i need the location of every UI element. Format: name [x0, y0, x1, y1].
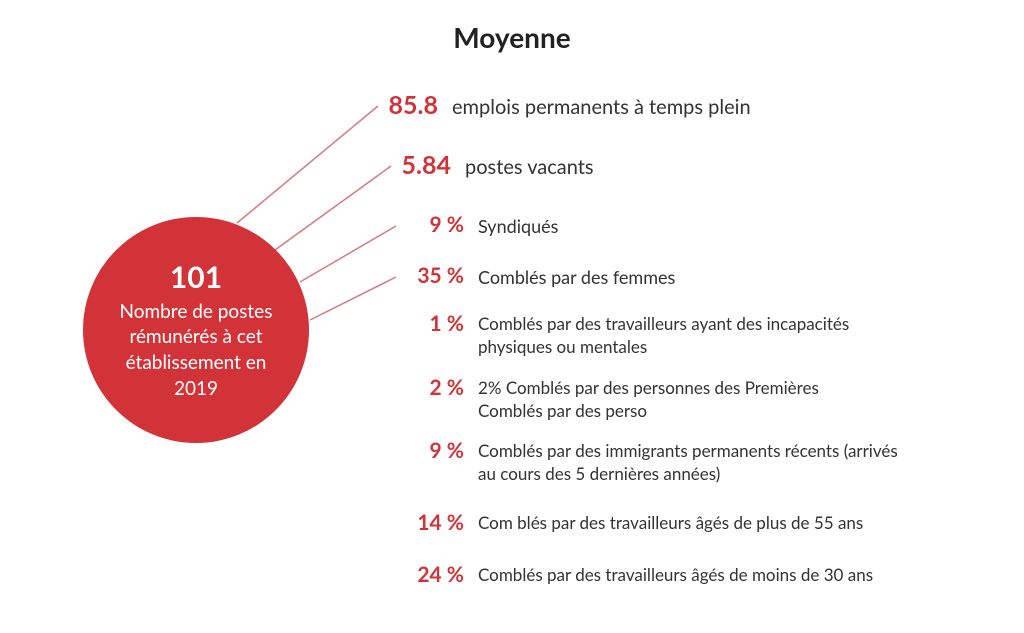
stat-description: postes vacants	[465, 154, 965, 181]
page-title: Moyenne	[0, 0, 1024, 54]
summary-label: Nombre de postes rémunérés à cet établis…	[103, 299, 289, 402]
stat-row: 14 % Com blés par des travailleurs âgés d…	[396, 510, 978, 535]
stat-description: Syndiqués	[478, 214, 938, 238]
stat-value: 85.8	[378, 90, 438, 120]
stat-row: 85.8 emplois permanents à temps plein	[378, 90, 952, 121]
stat-description: Comblés par des femmes	[478, 265, 938, 289]
stat-description: Comblés par des travailleurs âgés de moi…	[478, 564, 978, 587]
stat-row: 24 % Comblés par des travailleurs âgés de…	[396, 562, 978, 587]
stat-description: emplois permanents à temps plein	[452, 94, 952, 121]
stat-row: 9 % Syndiqués	[396, 212, 938, 238]
stat-row: 1 % Comblés par des travailleurs ayant de…	[396, 311, 858, 359]
stat-value: 14 %	[396, 510, 464, 535]
summary-circle: 101 Nombre de postes rémunérés à cet éta…	[83, 217, 309, 443]
stat-description: Com blés par des travailleurs âgés de pl…	[478, 512, 978, 535]
stat-row: 35 % Comblés par des femmes	[396, 263, 938, 289]
stat-value: 35 %	[396, 263, 464, 288]
stat-description: Comblés par des travailleurs ayant des i…	[478, 313, 858, 359]
stat-value: 9 %	[396, 438, 464, 463]
stat-row: 2 % 2% Comblés par des personnes des Prem…	[396, 375, 838, 423]
stat-value: 2 %	[396, 375, 464, 400]
summary-value: 101	[170, 259, 222, 295]
stat-value: 9 %	[396, 212, 464, 237]
stat-value: 5.84	[391, 150, 451, 180]
stat-description: 2% Comblés par des personnes des Premièr…	[478, 377, 838, 423]
stat-value: 24 %	[396, 562, 464, 587]
stat-row: 5.84 postes vacants	[391, 150, 965, 181]
stat-value: 1 %	[396, 311, 464, 336]
stat-row: 9 % Comblés par des immigrants permanents…	[396, 438, 908, 486]
stat-description: Comblés par des immigrants permanents ré…	[478, 440, 908, 486]
